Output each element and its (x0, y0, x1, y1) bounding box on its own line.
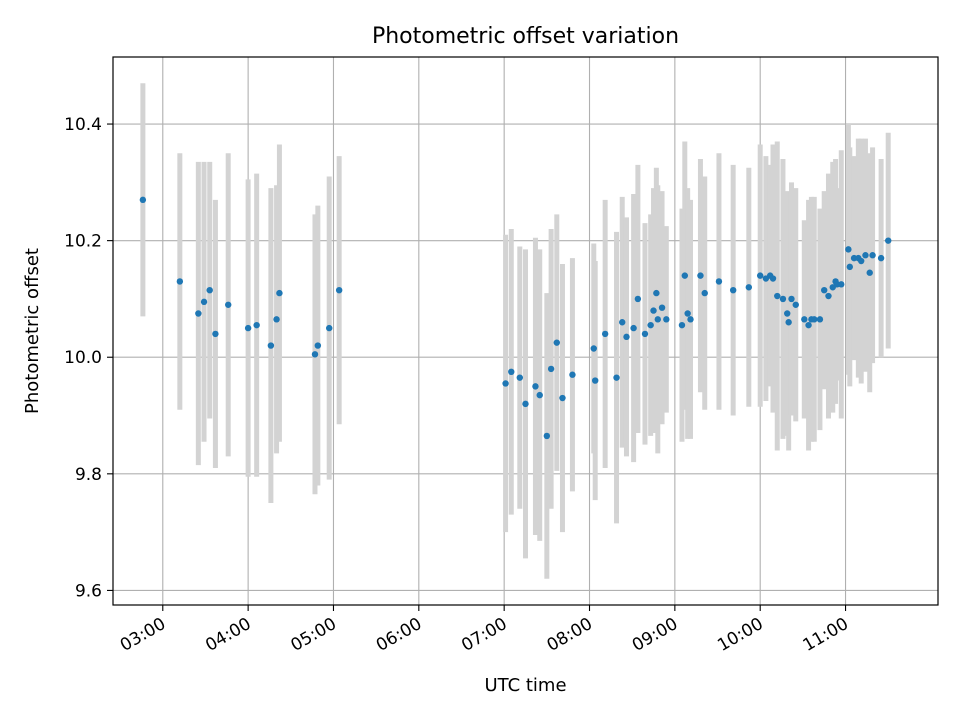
x-axis-label: UTC time (484, 675, 566, 696)
data-point (212, 330, 219, 338)
data-point (502, 380, 509, 387)
data-point (816, 316, 824, 323)
data-point (792, 301, 799, 308)
data-point (838, 281, 845, 288)
data-point (779, 295, 787, 303)
data-point (559, 394, 566, 402)
data-point (273, 316, 280, 323)
data-point (857, 257, 865, 265)
x-tick-label: 11:00 (800, 614, 852, 656)
data-point (225, 301, 232, 308)
data-point (547, 365, 555, 373)
data-point (845, 246, 852, 253)
data-point (200, 298, 208, 306)
x-tick-label: 06:00 (373, 614, 425, 656)
data-point (745, 284, 753, 291)
data-point (569, 371, 576, 378)
data-point (601, 330, 609, 338)
data-point (591, 377, 599, 384)
data-point (729, 286, 737, 294)
data-points (139, 196, 892, 440)
y-tick-label: 9.8 (75, 465, 102, 485)
y-axis-label: Photometric offset (22, 248, 43, 414)
data-point (641, 330, 649, 338)
x-tick-label: 05:00 (288, 614, 340, 656)
y-tick-label: 10.2 (64, 232, 102, 252)
x-tick-label: 04:00 (202, 614, 254, 656)
data-point (687, 316, 694, 323)
data-point (869, 252, 876, 259)
data-point (206, 286, 213, 294)
data-point (590, 345, 597, 352)
data-point (862, 252, 869, 259)
data-point (805, 321, 812, 329)
plot-frame (112, 56, 939, 606)
data-point (877, 254, 885, 262)
data-point (634, 295, 642, 303)
data-point (326, 324, 333, 332)
data-point (623, 333, 630, 341)
data-point (684, 310, 691, 317)
x-tick-label: 10:00 (714, 614, 766, 656)
data-point (774, 292, 781, 300)
data-point (885, 237, 892, 244)
data-point (769, 275, 777, 282)
data-point (701, 289, 708, 297)
data-point (801, 316, 808, 323)
data-point (785, 319, 792, 326)
data-point (516, 374, 524, 381)
data-point (267, 342, 275, 349)
data-point (553, 339, 560, 346)
data-point (825, 292, 832, 300)
data-point (821, 286, 828, 294)
data-point (697, 272, 704, 279)
data-point (536, 391, 543, 399)
data-point (244, 324, 252, 332)
data-point (335, 286, 343, 294)
data-point (139, 196, 147, 204)
data-point (195, 310, 202, 317)
error-bars (140, 83, 891, 579)
data-point (532, 383, 539, 390)
data-point (314, 342, 322, 349)
data-point (784, 310, 791, 317)
data-point (658, 304, 666, 311)
data-point (311, 351, 319, 358)
data-point (508, 368, 515, 376)
chart-title: Photometric offset variation (372, 24, 679, 49)
y-tick-label: 10.0 (64, 348, 102, 368)
data-point (678, 321, 686, 329)
data-point (613, 374, 620, 381)
y-tick-label: 10.4 (64, 115, 102, 135)
y-axis-ticks: 9.6 9.8 10.0 10.2 10.4 (64, 115, 113, 601)
data-point (681, 272, 689, 279)
data-point (630, 324, 637, 332)
data-point (846, 263, 854, 271)
x-tick-label: 07:00 (458, 614, 510, 656)
data-point (176, 278, 184, 285)
data-point (756, 272, 764, 279)
data-point (788, 295, 795, 303)
data-point (811, 316, 818, 323)
data-point (522, 400, 529, 408)
data-point (647, 321, 654, 329)
x-axis-ticks: 03:00 04:00 05:00 06:00 07:00 08:00 09:00 10:00… (117, 605, 852, 656)
data-point (663, 316, 670, 323)
data-point (253, 321, 260, 329)
data-point (543, 432, 551, 440)
x-tick-label: 03:00 (117, 614, 169, 656)
data-point (619, 319, 626, 326)
x-tick-label: 09:00 (629, 614, 681, 656)
data-point (653, 289, 660, 297)
data-point (276, 289, 283, 297)
data-point (866, 269, 873, 276)
x-tick-label: 08:00 (544, 614, 596, 656)
data-point (654, 316, 661, 323)
data-point (715, 278, 723, 285)
data-point (650, 307, 657, 314)
y-tick-label: 9.6 (75, 581, 102, 601)
